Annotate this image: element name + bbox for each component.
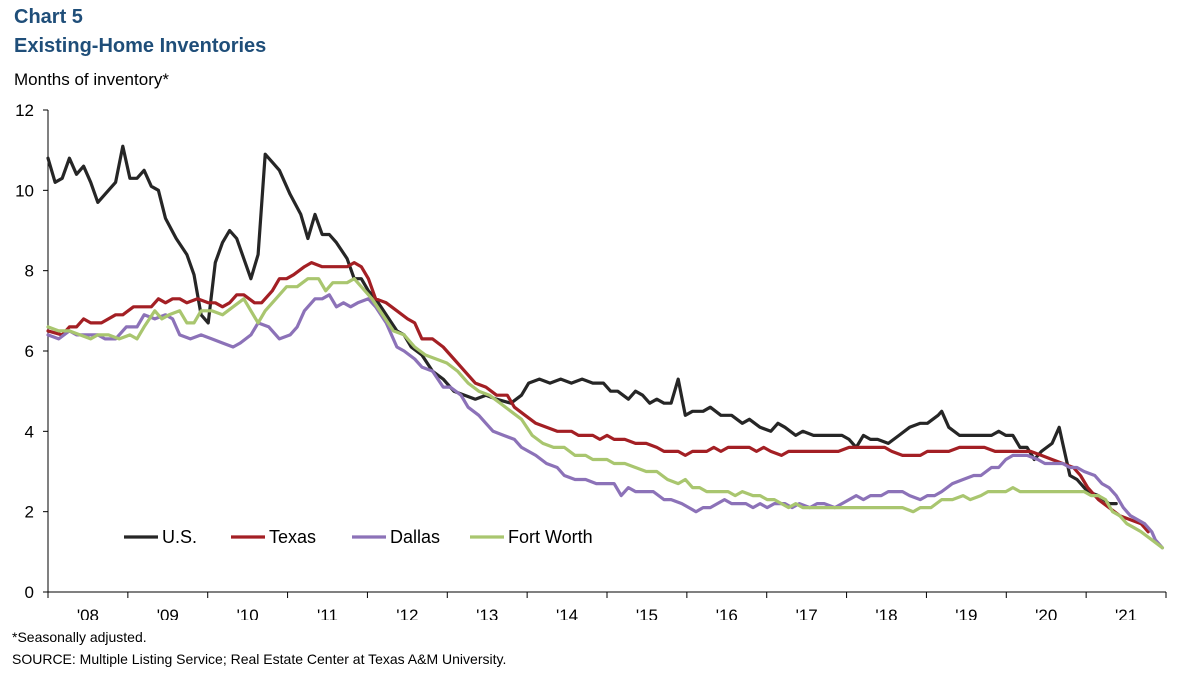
y-axis-label: Months of inventory*: [14, 70, 169, 89]
chart-title: Existing-Home Inventories: [14, 35, 267, 57]
y-tick-label: 12: [15, 101, 34, 120]
footnote: *Seasonally adjusted.: [12, 629, 147, 645]
x-tick-label: '15: [636, 606, 658, 620]
series-line-u-s: [46, 144, 1118, 506]
source-note: SOURCE: Multiple Listing Service; Real E…: [12, 651, 507, 667]
x-tick-label: '17: [796, 606, 818, 620]
legend-label: U.S.: [162, 527, 197, 547]
x-tick-label: '21: [1115, 606, 1137, 620]
x-tick-label: '13: [476, 606, 498, 620]
series-line-dallas: [46, 293, 1164, 550]
x-tick-label: '18: [875, 606, 897, 620]
chart-number: Chart 5: [14, 6, 83, 28]
y-tick-label: 4: [25, 422, 34, 441]
y-tick-label: 0: [25, 583, 34, 602]
y-tick-label: 10: [15, 181, 34, 200]
series-line-texas: [46, 261, 1150, 534]
series-line-fort-worth: [46, 277, 1164, 550]
legend-label: Fort Worth: [508, 527, 593, 547]
legend-label: Dallas: [390, 527, 440, 547]
x-tick-label: '16: [716, 606, 738, 620]
x-tick-label: '20: [1035, 606, 1057, 620]
x-tick-label: '09: [157, 606, 179, 620]
x-tick-label: '19: [955, 606, 977, 620]
x-tick-label: '10: [237, 606, 259, 620]
x-tick-label: '14: [556, 606, 578, 620]
y-tick-label: 2: [25, 503, 34, 522]
y-tick-label: 8: [25, 262, 34, 281]
legend-label: Texas: [269, 527, 316, 547]
chart-area: 0 2 4 6 8 10 12 '08 '09 '10 '11 '12 '13 '14 '15 '16 '17 '…: [15, 101, 1167, 620]
x-tick-label: '08: [77, 606, 99, 620]
x-tick-label: '12: [396, 606, 418, 620]
x-tick-label: '11: [317, 606, 338, 620]
y-tick-label: 6: [25, 342, 34, 361]
